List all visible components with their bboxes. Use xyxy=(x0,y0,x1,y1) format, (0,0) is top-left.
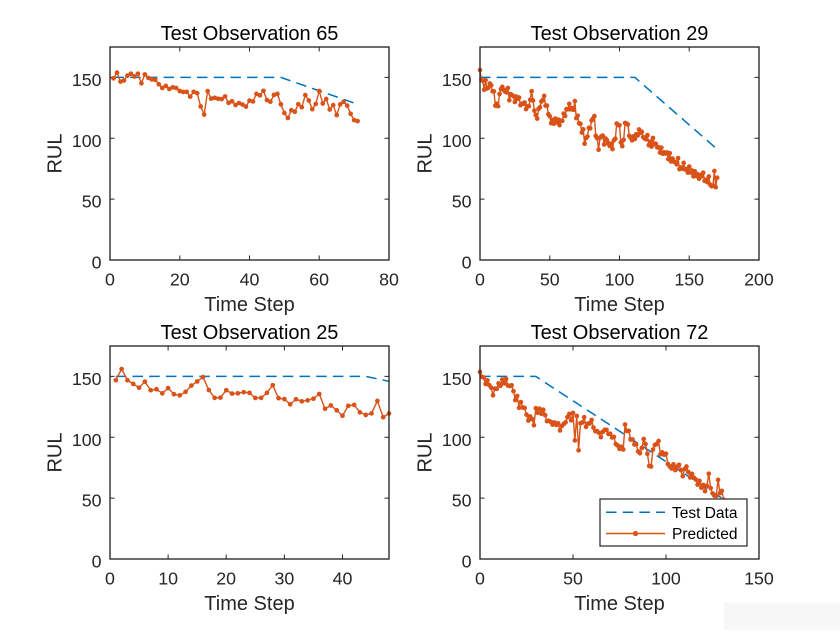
svg-text:60: 60 xyxy=(309,270,329,290)
svg-text:Test Data: Test Data xyxy=(672,505,738,522)
svg-text:50: 50 xyxy=(82,192,102,212)
svg-text:Time Step: Time Step xyxy=(574,593,664,615)
svg-text:Test Observation 72: Test Observation 72 xyxy=(531,322,709,344)
svg-text:10: 10 xyxy=(158,569,178,589)
svg-text:0: 0 xyxy=(92,552,102,572)
svg-text:150: 150 xyxy=(72,369,102,389)
svg-text:50: 50 xyxy=(452,192,472,212)
svg-text:20: 20 xyxy=(216,569,236,589)
svg-text:150: 150 xyxy=(72,70,102,90)
svg-text:0: 0 xyxy=(462,253,472,273)
svg-text:0: 0 xyxy=(92,253,102,273)
svg-text:RUL: RUL xyxy=(45,133,67,173)
svg-text:20: 20 xyxy=(170,270,190,290)
svg-text:0: 0 xyxy=(105,270,115,290)
svg-text:50: 50 xyxy=(563,569,583,589)
svg-text:50: 50 xyxy=(540,270,560,290)
svg-text:150: 150 xyxy=(744,569,774,589)
svg-text:200: 200 xyxy=(744,270,774,290)
svg-text:100: 100 xyxy=(442,131,472,151)
svg-text:RUL: RUL xyxy=(415,432,437,472)
svg-text:RUL: RUL xyxy=(415,133,437,173)
svg-text:100: 100 xyxy=(651,569,681,589)
svg-text:Test Observation 25: Test Observation 25 xyxy=(161,322,339,344)
svg-text:40: 40 xyxy=(240,270,260,290)
svg-text:0: 0 xyxy=(475,569,485,589)
svg-text:100: 100 xyxy=(72,430,102,450)
svg-text:30: 30 xyxy=(275,569,295,589)
svg-text:Test Observation 29: Test Observation 29 xyxy=(531,23,709,45)
svg-text:150: 150 xyxy=(442,369,472,389)
svg-text:0: 0 xyxy=(105,569,115,589)
svg-text:0: 0 xyxy=(475,270,485,290)
svg-text:100: 100 xyxy=(72,131,102,151)
svg-text:0: 0 xyxy=(462,552,472,572)
svg-text:40: 40 xyxy=(333,569,353,589)
svg-text:50: 50 xyxy=(452,491,472,511)
svg-text:Time Step: Time Step xyxy=(204,294,294,316)
svg-text:Test Observation 65: Test Observation 65 xyxy=(161,23,339,45)
svg-text:Time Step: Time Step xyxy=(574,294,664,316)
svg-text:100: 100 xyxy=(442,430,472,450)
svg-text:150: 150 xyxy=(674,270,704,290)
svg-text:150: 150 xyxy=(442,70,472,90)
svg-text:80: 80 xyxy=(379,270,399,290)
svg-text:50: 50 xyxy=(82,491,102,511)
svg-text:RUL: RUL xyxy=(45,432,67,472)
svg-text:Time Step: Time Step xyxy=(204,593,294,615)
svg-text:Predicted: Predicted xyxy=(672,526,737,543)
svg-text:100: 100 xyxy=(605,270,635,290)
